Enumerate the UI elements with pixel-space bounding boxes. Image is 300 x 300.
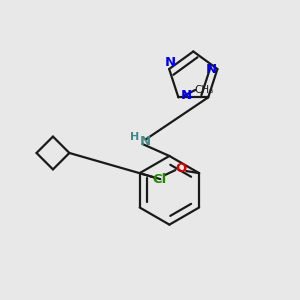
Text: N: N bbox=[165, 56, 176, 69]
Text: O: O bbox=[175, 162, 186, 175]
Text: Cl: Cl bbox=[153, 172, 167, 186]
Text: CH₃: CH₃ bbox=[194, 85, 213, 95]
Text: H: H bbox=[130, 132, 140, 142]
Text: N: N bbox=[205, 63, 216, 76]
Text: N: N bbox=[180, 89, 191, 102]
Text: N: N bbox=[140, 134, 151, 148]
